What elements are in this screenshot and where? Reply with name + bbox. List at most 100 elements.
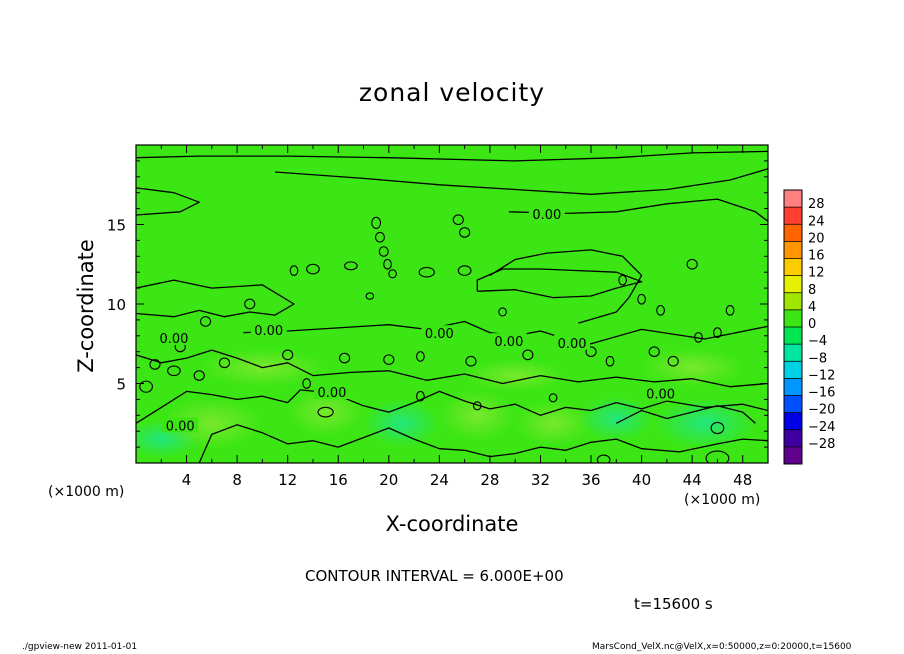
contour-label: 0.00 — [254, 324, 283, 339]
x-tick-label: 36 — [581, 471, 600, 489]
contour-cell — [585, 346, 597, 358]
time-text: t=15600 s — [634, 595, 713, 613]
contour-cell — [193, 370, 205, 381]
contour-cell — [383, 258, 392, 270]
colorbar-label: −20 — [808, 403, 835, 418]
contour-cell — [149, 359, 161, 370]
contour-label: 0.00 — [532, 208, 561, 223]
contour-cell — [338, 352, 351, 364]
contour-cell — [459, 227, 471, 238]
contour-line — [136, 389, 768, 424]
colorbar-swatch — [784, 378, 802, 396]
contour-label-bg — [421, 325, 458, 341]
contour-cell — [457, 265, 472, 276]
contour-cell — [710, 421, 725, 435]
colorbar-label: −16 — [808, 386, 835, 401]
contour-line — [136, 349, 768, 388]
colorbar-label: 12 — [808, 266, 825, 281]
contour-cell — [694, 332, 703, 343]
chart-title: zonal velocity — [358, 78, 546, 107]
contour-line — [136, 187, 200, 216]
contour-cell — [522, 349, 534, 361]
x-tick-label: 12 — [278, 471, 297, 489]
contour-label: 0.00 — [425, 327, 454, 342]
y-tick-label: 10 — [107, 296, 126, 314]
x-tick-label: 20 — [379, 471, 398, 489]
colorbar-swatch — [784, 224, 802, 242]
contour-cell — [199, 316, 212, 327]
colorbar-label: 8 — [808, 283, 816, 298]
contour-cell — [667, 355, 679, 367]
contour-line — [489, 249, 643, 324]
contour-line — [476, 268, 643, 299]
colorbar-label: −4 — [808, 334, 827, 349]
contour-label: 0.00 — [558, 337, 587, 352]
contour-cell — [648, 346, 660, 358]
contour-cell — [498, 307, 507, 317]
y-tick-label: 15 — [107, 217, 126, 235]
colorbar-label: 4 — [808, 300, 816, 315]
colorbar-label: −28 — [808, 437, 835, 452]
colorbar-swatch — [784, 361, 802, 379]
contour-cell — [605, 355, 615, 367]
contour-label: 0.00 — [494, 335, 523, 350]
contour-label: 0.00 — [317, 386, 346, 401]
colorbar-label: 20 — [808, 231, 825, 246]
colorbar-swatch — [784, 412, 802, 431]
contour-cell — [452, 214, 464, 226]
contour-label-bg — [250, 322, 287, 338]
contour-cell — [416, 390, 425, 402]
x-tick-label: 44 — [683, 471, 702, 489]
contour-cell — [686, 258, 698, 270]
field-patch — [439, 389, 516, 441]
x-tick-label: 40 — [632, 471, 651, 489]
y-tick-label: 5 — [116, 376, 126, 394]
contour-line — [136, 279, 295, 318]
field-patch — [287, 388, 364, 436]
colorbar-label: 28 — [808, 197, 825, 212]
contour-cell — [302, 378, 311, 389]
contour-cell — [244, 298, 256, 310]
colorbar-swatch — [784, 446, 802, 465]
contour-label-bg — [554, 334, 591, 350]
contour-label-bg — [313, 384, 350, 400]
contour-cell — [371, 216, 382, 230]
contour-label-bg — [162, 417, 199, 433]
colorbar-swatch — [784, 395, 802, 414]
contour-cell — [548, 393, 558, 403]
contour-cell — [388, 269, 397, 279]
contour-label-bg — [528, 205, 565, 221]
colorbar-label: −24 — [808, 420, 835, 435]
contour-cell — [374, 231, 385, 243]
contour-cell — [317, 406, 334, 418]
colorbar-swatch — [784, 309, 802, 328]
x-tick-label: 32 — [531, 471, 550, 489]
contour-line — [198, 424, 768, 463]
colorbar: 28 24 20 16 12 8 4 0 −4 −8 −12 −16 −20 −24 −28 — [783, 189, 835, 465]
field-patch — [641, 348, 743, 387]
x-unit-left: (×1000 m) — [48, 484, 125, 500]
contour-label-bg — [490, 333, 527, 349]
colorbar-label: 24 — [808, 214, 825, 229]
contour-cell — [344, 261, 358, 271]
footer-left: ./gpview-new 2011-01-01 — [22, 642, 138, 652]
x-tick-label: 28 — [480, 471, 499, 489]
colorbar-swatch — [784, 258, 802, 277]
field-patch — [161, 397, 263, 449]
contour-cell — [656, 305, 665, 316]
contour-cell — [596, 454, 611, 463]
contour-label: 0.00 — [159, 332, 188, 347]
contour-cell — [618, 274, 627, 286]
contour-cell — [306, 263, 320, 275]
colorbar-label: 16 — [808, 249, 825, 264]
contour-line — [274, 168, 768, 195]
contour-cell — [282, 349, 294, 361]
contour-cell — [383, 354, 395, 365]
contour-label: 0.00 — [646, 388, 675, 403]
contour-cell — [472, 401, 482, 411]
contour-line — [508, 198, 768, 222]
field-patch — [654, 397, 756, 449]
contour-cell — [218, 357, 231, 369]
